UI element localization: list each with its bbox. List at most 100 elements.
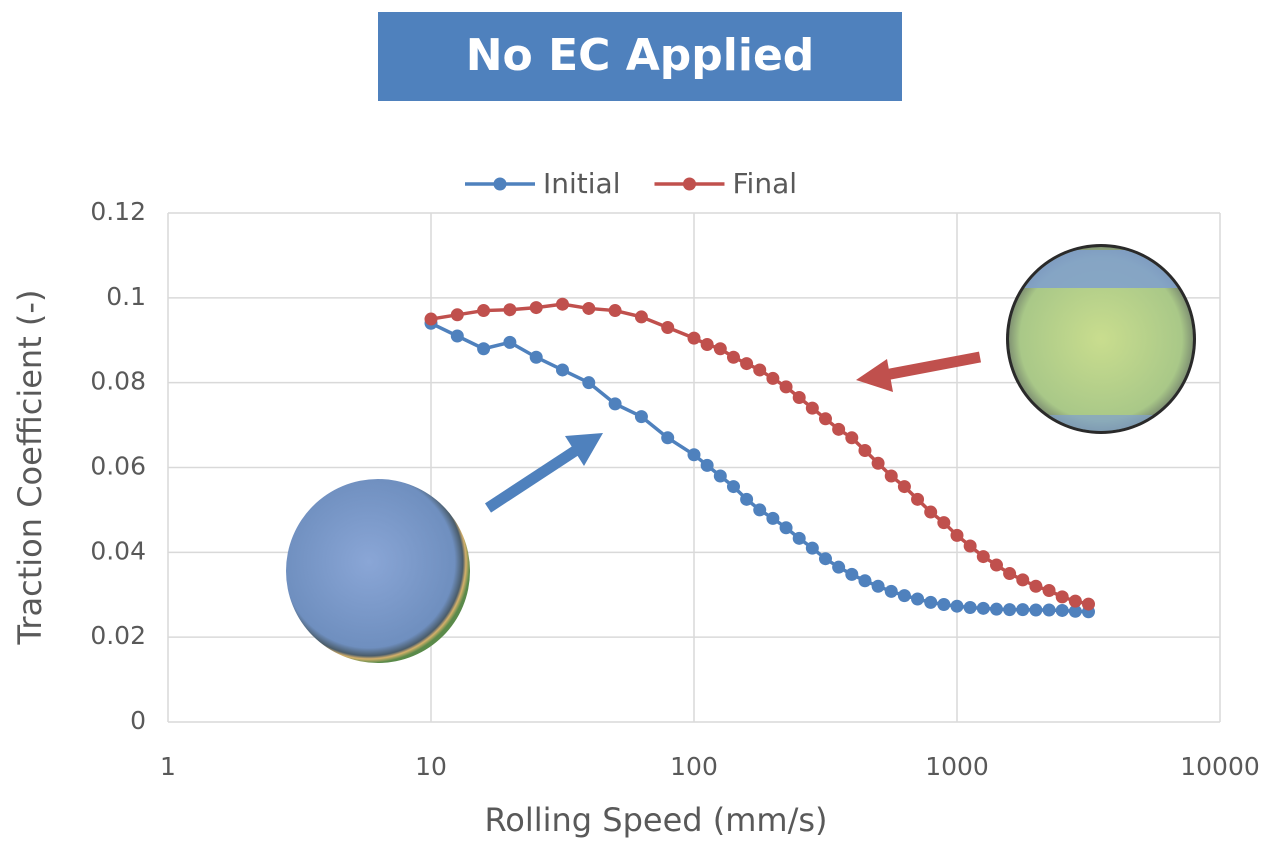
data-point [832,423,845,436]
data-point [727,351,740,364]
data-point [832,561,845,574]
data-point [977,550,990,563]
data-point [766,372,779,385]
data-point [766,512,779,525]
data-point [845,568,858,581]
data-point [1043,604,1056,617]
data-point [556,363,569,376]
data-point [556,298,569,311]
data-point [661,431,674,444]
data-point [924,506,937,519]
arrow-final [856,357,980,392]
data-point [819,412,832,425]
data-point [582,376,595,389]
x-axis-title: Rolling Speed (mm/s) [484,801,827,839]
data-point [911,592,924,605]
legend-label: Final [732,167,797,200]
data-point [806,542,819,555]
data-point [451,308,464,321]
data-point [964,539,977,552]
data-point [885,469,898,482]
data-point [701,338,714,351]
data-point [1043,584,1056,597]
data-point [1003,603,1016,616]
data-point [1029,580,1042,593]
data-point [1016,573,1029,586]
data-point [740,493,753,506]
chart: No EC Applied Rolling Speed (mm/s) Tract… [0,0,1286,842]
data-point [753,503,766,516]
chart-title: No EC Applied [466,30,815,81]
data-point [911,493,924,506]
data-point [503,336,516,349]
data-point [977,602,990,615]
data-point [898,480,911,493]
data-point [727,480,740,493]
x-tick-label: 1000 [925,752,989,781]
data-point [990,559,1003,572]
data-point [964,601,977,614]
data-point [780,380,793,393]
y-tick-label: 0.06 [90,452,146,481]
legend: Initial Final [465,167,797,200]
data-point [753,363,766,376]
legend-label: Initial [543,167,620,200]
data-point [635,310,648,323]
data-point [1056,604,1069,617]
x-tick-label: 1 [160,752,176,781]
data-point [898,589,911,602]
data-point [858,444,871,457]
data-point [714,469,727,482]
data-point [858,574,871,587]
data-point [503,303,516,316]
data-point [780,521,793,534]
data-point [661,321,674,334]
data-point [793,391,806,404]
y-tick-label: 0.12 [90,197,146,226]
data-point [1082,598,1095,611]
data-point [937,516,950,529]
data-point [872,580,885,593]
data-point [688,332,701,345]
data-point [845,431,858,444]
data-point [1056,590,1069,603]
y-tick-label: 0.04 [90,536,146,565]
y-tick-label: 0.1 [106,282,146,311]
legend-marker [683,178,696,191]
y-tick-label: 0 [130,706,146,735]
x-tick-label: 100 [670,752,718,781]
data-point [1003,567,1016,580]
data-point [1069,595,1082,608]
data-point [530,301,543,314]
data-point [582,302,595,315]
data-point [425,313,438,326]
data-point [701,459,714,472]
data-point [688,448,701,461]
data-point [806,402,819,415]
data-point [872,457,885,470]
data-point [530,351,543,364]
data-point [951,600,964,613]
data-point [937,598,950,611]
data-point [990,603,1003,616]
initial-contact-image [286,479,470,663]
data-point [609,397,622,410]
data-point [714,342,727,355]
arrow-initial [488,433,603,508]
y-tick-label: 0.02 [90,621,146,650]
data-point [609,304,622,317]
data-point [1029,604,1042,617]
data-point [793,532,806,545]
final-contact-image [1006,244,1196,435]
x-tick-label: 10000 [1180,752,1260,781]
data-point [885,585,898,598]
x-tick-label: 10 [415,752,447,781]
data-point [924,596,937,609]
data-point [819,552,832,565]
legend-marker [494,178,507,191]
data-point [740,357,753,370]
data-point [635,410,648,423]
y-axis-title: Traction Coefficient (-) [11,290,49,646]
data-point [477,304,490,317]
data-point [1016,603,1029,616]
